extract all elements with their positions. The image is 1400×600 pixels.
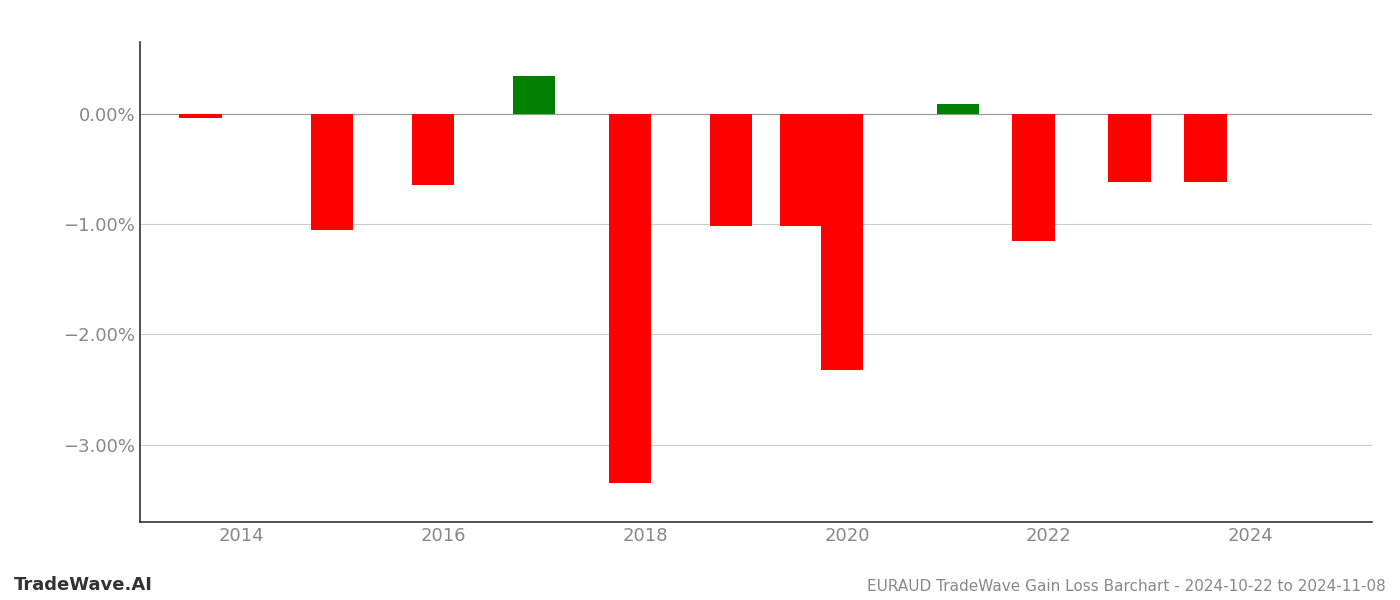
Bar bbox=[820, 114, 862, 370]
Bar bbox=[937, 104, 979, 114]
Bar bbox=[780, 114, 823, 226]
Bar bbox=[1012, 114, 1056, 241]
Bar bbox=[609, 114, 651, 484]
Bar bbox=[512, 76, 554, 114]
Text: EURAUD TradeWave Gain Loss Barchart - 2024-10-22 to 2024-11-08: EURAUD TradeWave Gain Loss Barchart - 20… bbox=[867, 579, 1386, 594]
Bar bbox=[1109, 114, 1151, 182]
Bar bbox=[412, 114, 454, 185]
Text: TradeWave.AI: TradeWave.AI bbox=[14, 576, 153, 594]
Bar bbox=[311, 114, 353, 230]
Bar bbox=[179, 114, 221, 118]
Bar bbox=[710, 114, 752, 226]
Bar bbox=[1184, 114, 1226, 182]
